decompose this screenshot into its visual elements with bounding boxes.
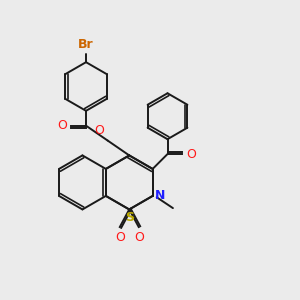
Text: O: O <box>94 124 104 137</box>
Text: S: S <box>125 211 134 224</box>
Text: N: N <box>155 189 165 203</box>
Text: O: O <box>115 231 125 244</box>
Text: O: O <box>186 148 196 160</box>
Text: O: O <box>134 231 144 244</box>
Text: O: O <box>57 119 67 132</box>
Text: Br: Br <box>78 38 94 51</box>
